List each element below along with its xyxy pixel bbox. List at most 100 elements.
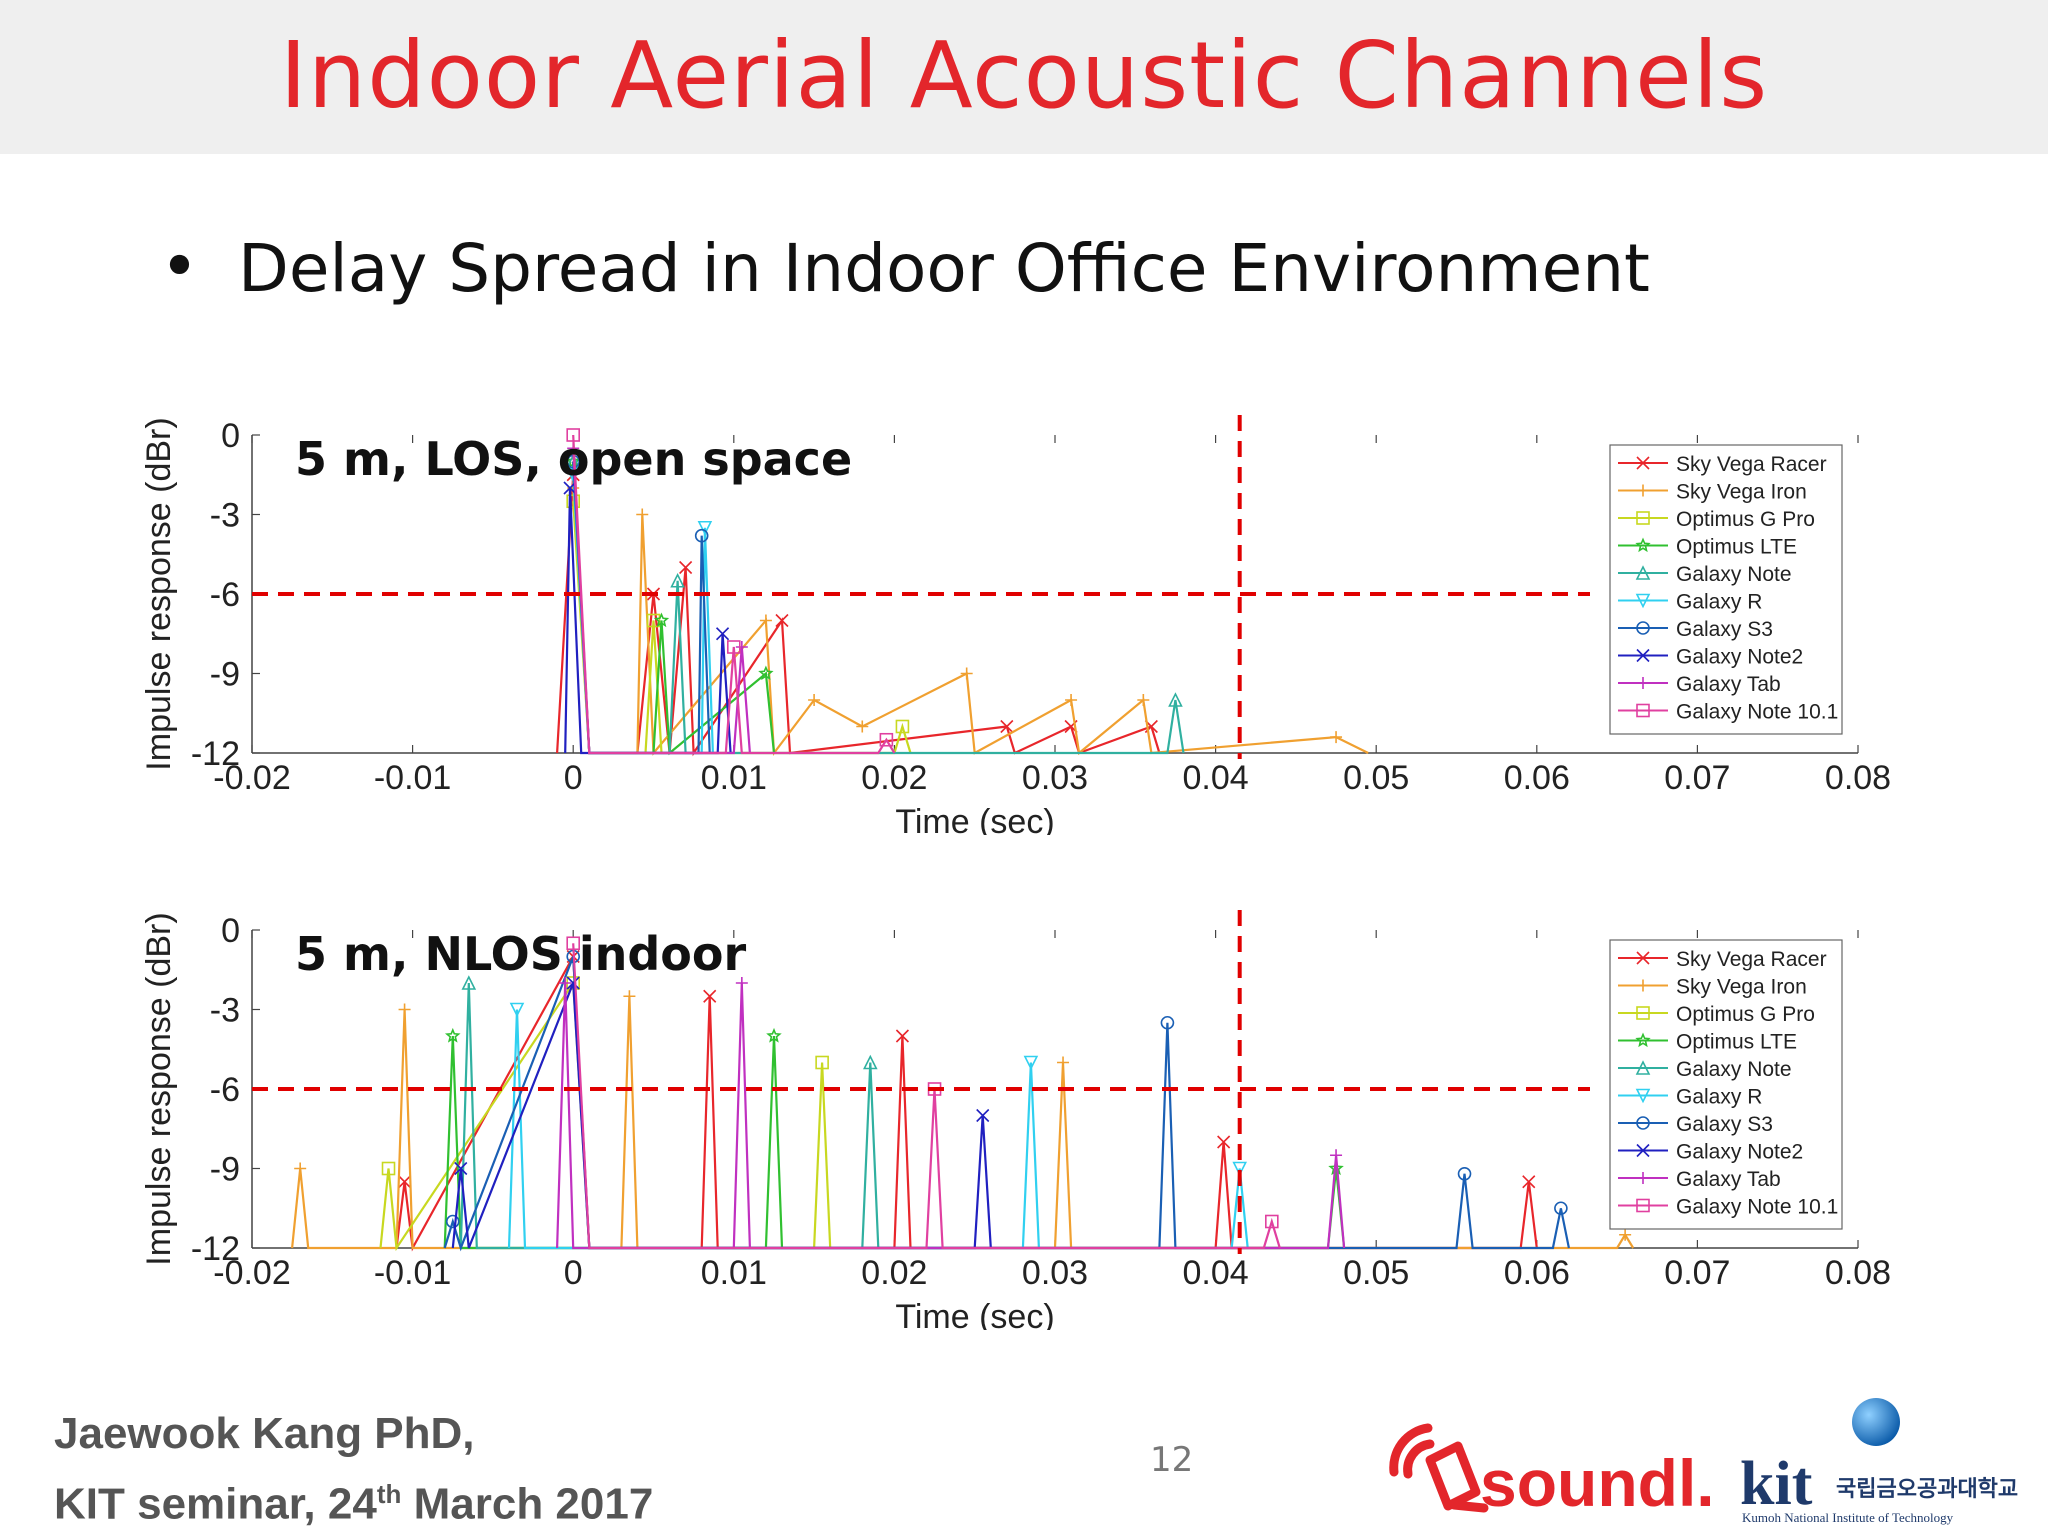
legend-marker [1636,1116,1650,1130]
legend-marker [1637,484,1649,497]
series-marker [856,720,869,733]
y-tick-label: -6 [210,1071,240,1109]
page-number: 12 [1150,1440,1194,1480]
chart-los-svg: -0.02 -0.01 0 0.01 0.02 0.03 0.04 0.05 0.06 0.07 0… [140,415,1891,835]
series-marker [1265,1214,1279,1229]
series-marker [381,1161,396,1176]
series-marker [566,494,581,509]
chart-annotation: 5 m, NLOS indoor [295,927,747,981]
series-marker [1619,1228,1632,1241]
series-marker [694,528,709,543]
series-marker [815,1055,829,1070]
seminar-text: KIT seminar, 24 [54,1479,377,1529]
legend-label: Galaxy Note2 [1676,1141,1803,1164]
series-marker [566,936,581,951]
legend-marker [1636,648,1650,663]
title-bar [0,0,2048,154]
series-marker [646,613,661,628]
x-tick-label: -0.02 [213,759,291,797]
bullet-marker: • [160,228,199,305]
x-tick-label: 0.02 [861,759,927,797]
series-marker [703,989,717,1003]
author-name: Jaewook Kang PhD, [54,1409,475,1458]
series-marker [1057,1056,1070,1069]
legend-label: Galaxy Tab [1676,1168,1781,1191]
series-marker [960,667,973,680]
x-tick-label: 0 [564,759,583,797]
legend-label: Optimus G Pro [1676,1003,1815,1026]
x-tick-label: 0.05 [1343,759,1409,797]
legend-label: Galaxy R [1676,1086,1762,1109]
series-marker [1232,1161,1247,1177]
series-marker [976,1108,990,1123]
legend-label: Galaxy Note 10.1 [1676,701,1838,724]
slide-title: Indoor Aerial Acoustic Channels [279,22,1769,129]
y-tick-label: -9 [210,1151,240,1189]
bullet-text: Delay Spread in Indoor Office Environmen… [238,230,1650,307]
series-marker [1000,719,1014,734]
seminar-sup: th [376,1479,402,1509]
legend-label: Sky Vega Iron [1676,976,1807,999]
series-marker [1023,1055,1039,1071]
chart-nlos-svg: -0.02 -0.01 0 0.01 0.02 0.03 0.04 0.05 0.06 0.07 0… [140,910,1891,1330]
x-tick-label: 0.04 [1183,759,1249,797]
legend-label: Galaxy S3 [1676,1113,1773,1136]
legend-marker [1637,1172,1649,1184]
legend-marker [1637,677,1649,689]
chart-annotation: 5 m, LOS, open space [295,432,852,486]
chart-los: -0.02 -0.01 0 0.01 0.02 0.03 0.04 0.05 0.06 0.07 0… [130,395,1910,835]
series-line [572,434,896,755]
series-marker [294,1162,307,1175]
series-marker [559,977,572,989]
legend-marker [1636,703,1650,718]
soundly-logo: soundl.ly [1389,1423,1710,1520]
y-tick-label: 0 [221,912,240,950]
legend-label: Sky Vega Racer [1676,453,1827,476]
legend-marker [1635,1032,1651,1048]
series-marker [1137,694,1150,706]
series-marker [1457,1166,1472,1181]
legend-marker [1636,1198,1650,1213]
series-group [291,936,1635,1252]
series-marker [653,612,670,628]
series-marker [1065,694,1078,706]
series-marker [715,627,730,641]
legend-marker [1635,593,1651,609]
y-tick-label: -12 [191,735,240,773]
series-marker [895,1029,909,1043]
y-tick-label: -6 [210,576,240,614]
series-marker [1328,1160,1344,1176]
legend-label: Galaxy S3 [1676,618,1773,641]
x-tick-label: 0.07 [1664,1254,1730,1292]
legend-marker [1636,951,1650,965]
x-tick-label: 0.04 [1183,1254,1249,1292]
x-tick-label: -0.02 [213,1254,291,1292]
legend-label: Galaxy Note [1676,563,1792,586]
x-tick-label: 0.02 [861,1254,927,1292]
series-marker [895,719,910,734]
kit-wordmark: kit [1740,1450,1813,1518]
series-marker [766,1027,782,1043]
x-tick-label: 0.08 [1825,1254,1891,1292]
series-marker [1217,1135,1231,1149]
x-axis-label: Time (sec) [895,1298,1054,1330]
series-marker [808,694,821,706]
legend-label: Galaxy Note2 [1676,646,1803,669]
series-marker [1522,1175,1536,1189]
x-tick-label: 0.01 [701,1254,767,1292]
legend-label: Galaxy R [1676,591,1762,614]
legend-marker [1636,1006,1650,1020]
series-marker [879,732,894,747]
series-marker [679,560,693,575]
x-tick-label: 0.08 [1825,759,1891,797]
series-marker [775,613,789,628]
legend-marker [1635,537,1651,553]
series-marker [863,1054,878,1070]
series-marker [398,1003,411,1016]
y-tick-label: 0 [221,417,240,455]
x-tick-label: 0.03 [1022,759,1088,797]
seminar-line: KIT seminar, 24th March 2017 [54,1464,653,1535]
y-axis-label: Impulse response (dBr) [140,417,178,770]
soundly-wordmark: soundl.ly [1480,1446,1710,1520]
legend-marker [1635,1088,1651,1104]
